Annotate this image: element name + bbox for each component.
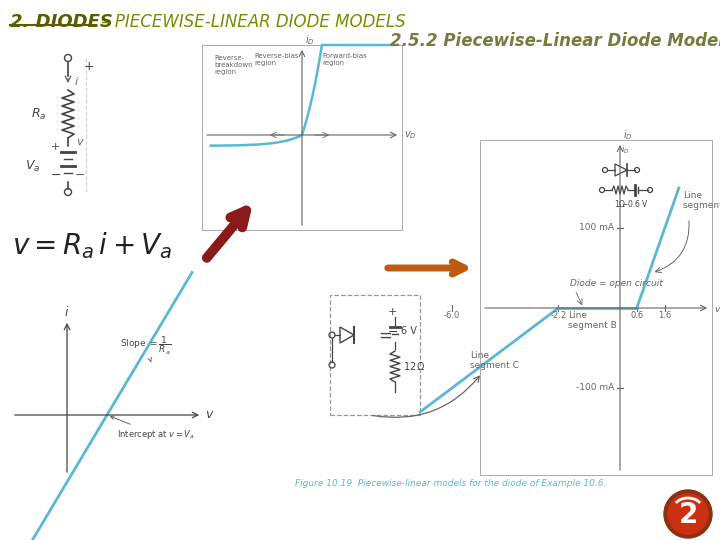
Text: $i$: $i$ [74,75,79,87]
Text: $+$: $+$ [387,306,397,317]
Text: Line
segment C: Line segment C [470,350,519,370]
Text: $12\,\Omega$: $12\,\Omega$ [403,361,426,373]
Text: – PIECEWISE-LINEAR DIODE MODELS: – PIECEWISE-LINEAR DIODE MODELS [96,13,405,31]
Bar [330,295,420,415]
Circle shape [664,490,712,538]
Text: $=$: $=$ [375,326,392,344]
Text: Diode = open circuit: Diode = open circuit [570,279,662,288]
Text: Forward-bias
region: Forward-bias region [322,53,366,66]
Text: 2: 2 [678,501,698,529]
Text: 0.6: 0.6 [630,311,644,320]
Text: $i_D$: $i_D$ [305,33,315,47]
Text: $-$: $-$ [50,168,61,181]
Text: $i_D$: $i_D$ [623,128,633,142]
Text: Slope $= \dfrac{1}{R_a}$: Slope $= \dfrac{1}{R_a}$ [120,334,171,362]
Text: -100 mA: -100 mA [576,383,614,393]
Text: $1\Omega$: $1\Omega$ [614,198,626,209]
Text: $-0.6$ V: $-0.6$ V [621,198,649,209]
Text: Intercept at $i = \dfrac{-V_a}{R_a}$: Intercept at $i = \dfrac{-V_a}{R_a}$ [0,539,1,540]
Text: Figure 10.19  Piecewise-linear models for the diode of Example 10.6.: Figure 10.19 Piecewise-linear models for… [295,479,606,488]
Text: 2.5.2 Piecewise-Linear Diode Models: 2.5.2 Piecewise-Linear Diode Models [390,32,720,50]
Circle shape [668,494,708,534]
Text: 100 mA: 100 mA [579,224,614,233]
Text: -6.0: -6.0 [444,311,460,320]
Text: $+$: $+$ [83,59,94,72]
Text: Line
segment A: Line segment A [683,191,720,210]
Text: 1.6: 1.6 [658,311,672,320]
Text: 2. DIODES: 2. DIODES [10,13,113,31]
Text: $v_D$: $v_D$ [404,129,417,141]
Text: Line
segment B: Line segment B [568,310,617,330]
Text: $-$: $-$ [387,325,398,338]
Text: $v$: $v$ [76,137,85,147]
Text: $+$: $+$ [50,141,60,152]
Text: $v$: $v$ [205,408,215,422]
Text: $v_D$ (V): $v_D$ (V) [714,303,720,315]
Text: -2.2: -2.2 [550,311,567,320]
Text: Intercept at $v = V_a$: Intercept at $v = V_a$ [111,416,195,441]
Text: $i$: $i$ [64,305,70,319]
Text: $-$: $-$ [74,167,85,180]
Text: 6 V: 6 V [401,326,417,336]
Text: Reverse-
breakdown
region: Reverse- breakdown region [214,55,253,75]
Text: Reverse-bias
region: Reverse-bias region [254,53,299,66]
Text: $V_a$: $V_a$ [24,158,40,173]
Text: $i_D$: $i_D$ [621,144,629,157]
Text: $R_a$: $R_a$ [30,106,46,122]
Text: $v = R_a\, i + V_a$: $v = R_a\, i + V_a$ [12,230,172,261]
